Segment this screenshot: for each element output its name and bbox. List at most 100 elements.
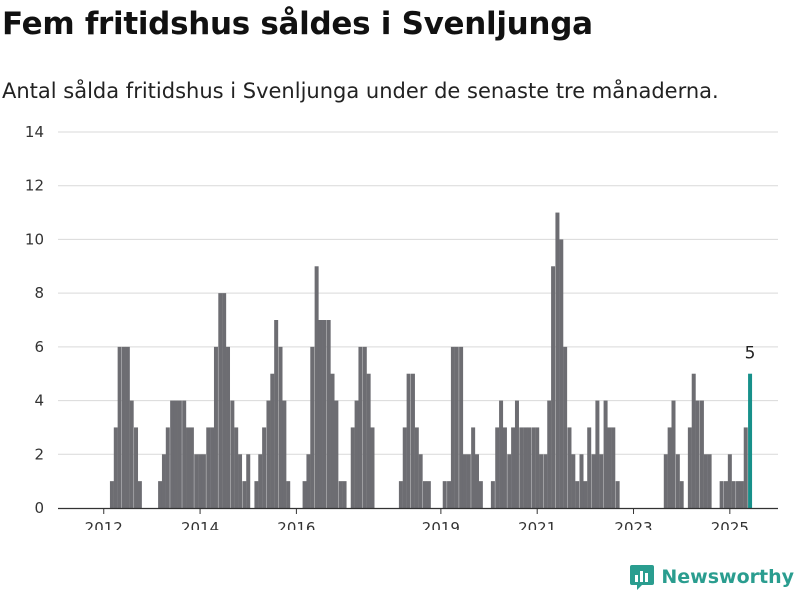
bar [398,481,403,508]
y-tick-label: 8 [34,284,44,302]
bar [358,346,363,508]
bar [370,427,375,508]
bar [739,481,744,508]
bar [567,427,572,508]
bar [571,454,576,508]
bar [270,373,275,508]
bar [165,427,170,508]
bar [234,427,239,508]
bar [583,481,588,508]
bar [687,427,692,508]
bar [727,454,732,508]
bar [519,427,524,508]
bar [611,427,616,508]
bar [591,454,596,508]
bar [679,481,684,508]
y-tick-label: 12 [25,177,44,195]
bar [113,427,118,508]
bar [218,293,223,508]
bar [326,320,331,508]
y-tick-label: 6 [34,338,44,356]
bar [667,427,672,508]
bar [330,373,335,508]
highlight-bar [748,373,753,508]
bar [474,454,479,508]
bar [278,346,283,508]
x-tick-label: 2012 [85,519,123,530]
bar [707,454,712,508]
bar [238,454,243,508]
bar [587,427,592,508]
bar [338,481,343,508]
y-tick-label: 2 [34,445,44,463]
bar [490,481,495,508]
y-tick-label: 4 [34,392,44,410]
bar [410,373,415,508]
bar-chart-logo-icon [630,565,655,590]
bar [186,427,191,508]
bar [254,481,259,508]
bar [699,400,704,508]
bar [198,454,203,508]
bar [262,427,267,508]
bar [310,346,315,508]
bar [527,427,532,508]
bar [194,454,199,508]
bar [282,400,287,508]
bar [125,346,130,508]
bar [539,454,544,508]
bar [511,427,516,508]
bar [210,427,215,508]
bar [663,454,668,508]
bar [447,481,452,508]
bar [559,239,564,508]
bar [158,481,163,508]
x-tick-label: 2016 [277,519,315,530]
bar [213,346,218,508]
bar [723,481,728,508]
x-tick-label: 2014 [181,519,219,530]
bar [466,454,471,508]
bar [134,427,139,508]
bar [551,266,556,508]
bar [418,454,423,508]
x-tick-label: 2025 [711,519,749,530]
bar [137,481,142,508]
bar [177,400,182,508]
bar [535,427,540,508]
bar [507,454,512,508]
x-tick-label: 2023 [614,519,652,530]
bar [543,454,548,508]
bar [691,373,696,508]
bar [109,481,114,508]
bar [302,481,307,508]
bar [607,427,612,508]
chart-title: Fem fritidshus såldes i Svenljunga [2,6,593,42]
bar [462,454,467,508]
bar [334,400,339,508]
bar [499,400,504,508]
bar [531,427,536,508]
y-tick-label: 14 [25,123,44,141]
bar [318,320,323,508]
bar [743,427,748,508]
bar [129,400,134,508]
bar [161,454,166,508]
chart-subtitle: Antal sålda fritidshus i Svenljunga unde… [2,79,719,103]
bar [314,266,319,508]
bar [201,454,206,508]
bar [170,400,175,508]
bar [579,454,584,508]
y-tick-label: 10 [25,230,44,248]
bar [258,454,263,508]
x-tick-label: 2021 [518,519,556,530]
bar [454,346,459,508]
bar [563,346,568,508]
bar [675,454,680,508]
bar [226,346,231,508]
y-tick-label: 0 [34,499,44,517]
bar [354,400,359,508]
bar [502,427,507,508]
bar [575,481,580,508]
bar [422,481,427,508]
